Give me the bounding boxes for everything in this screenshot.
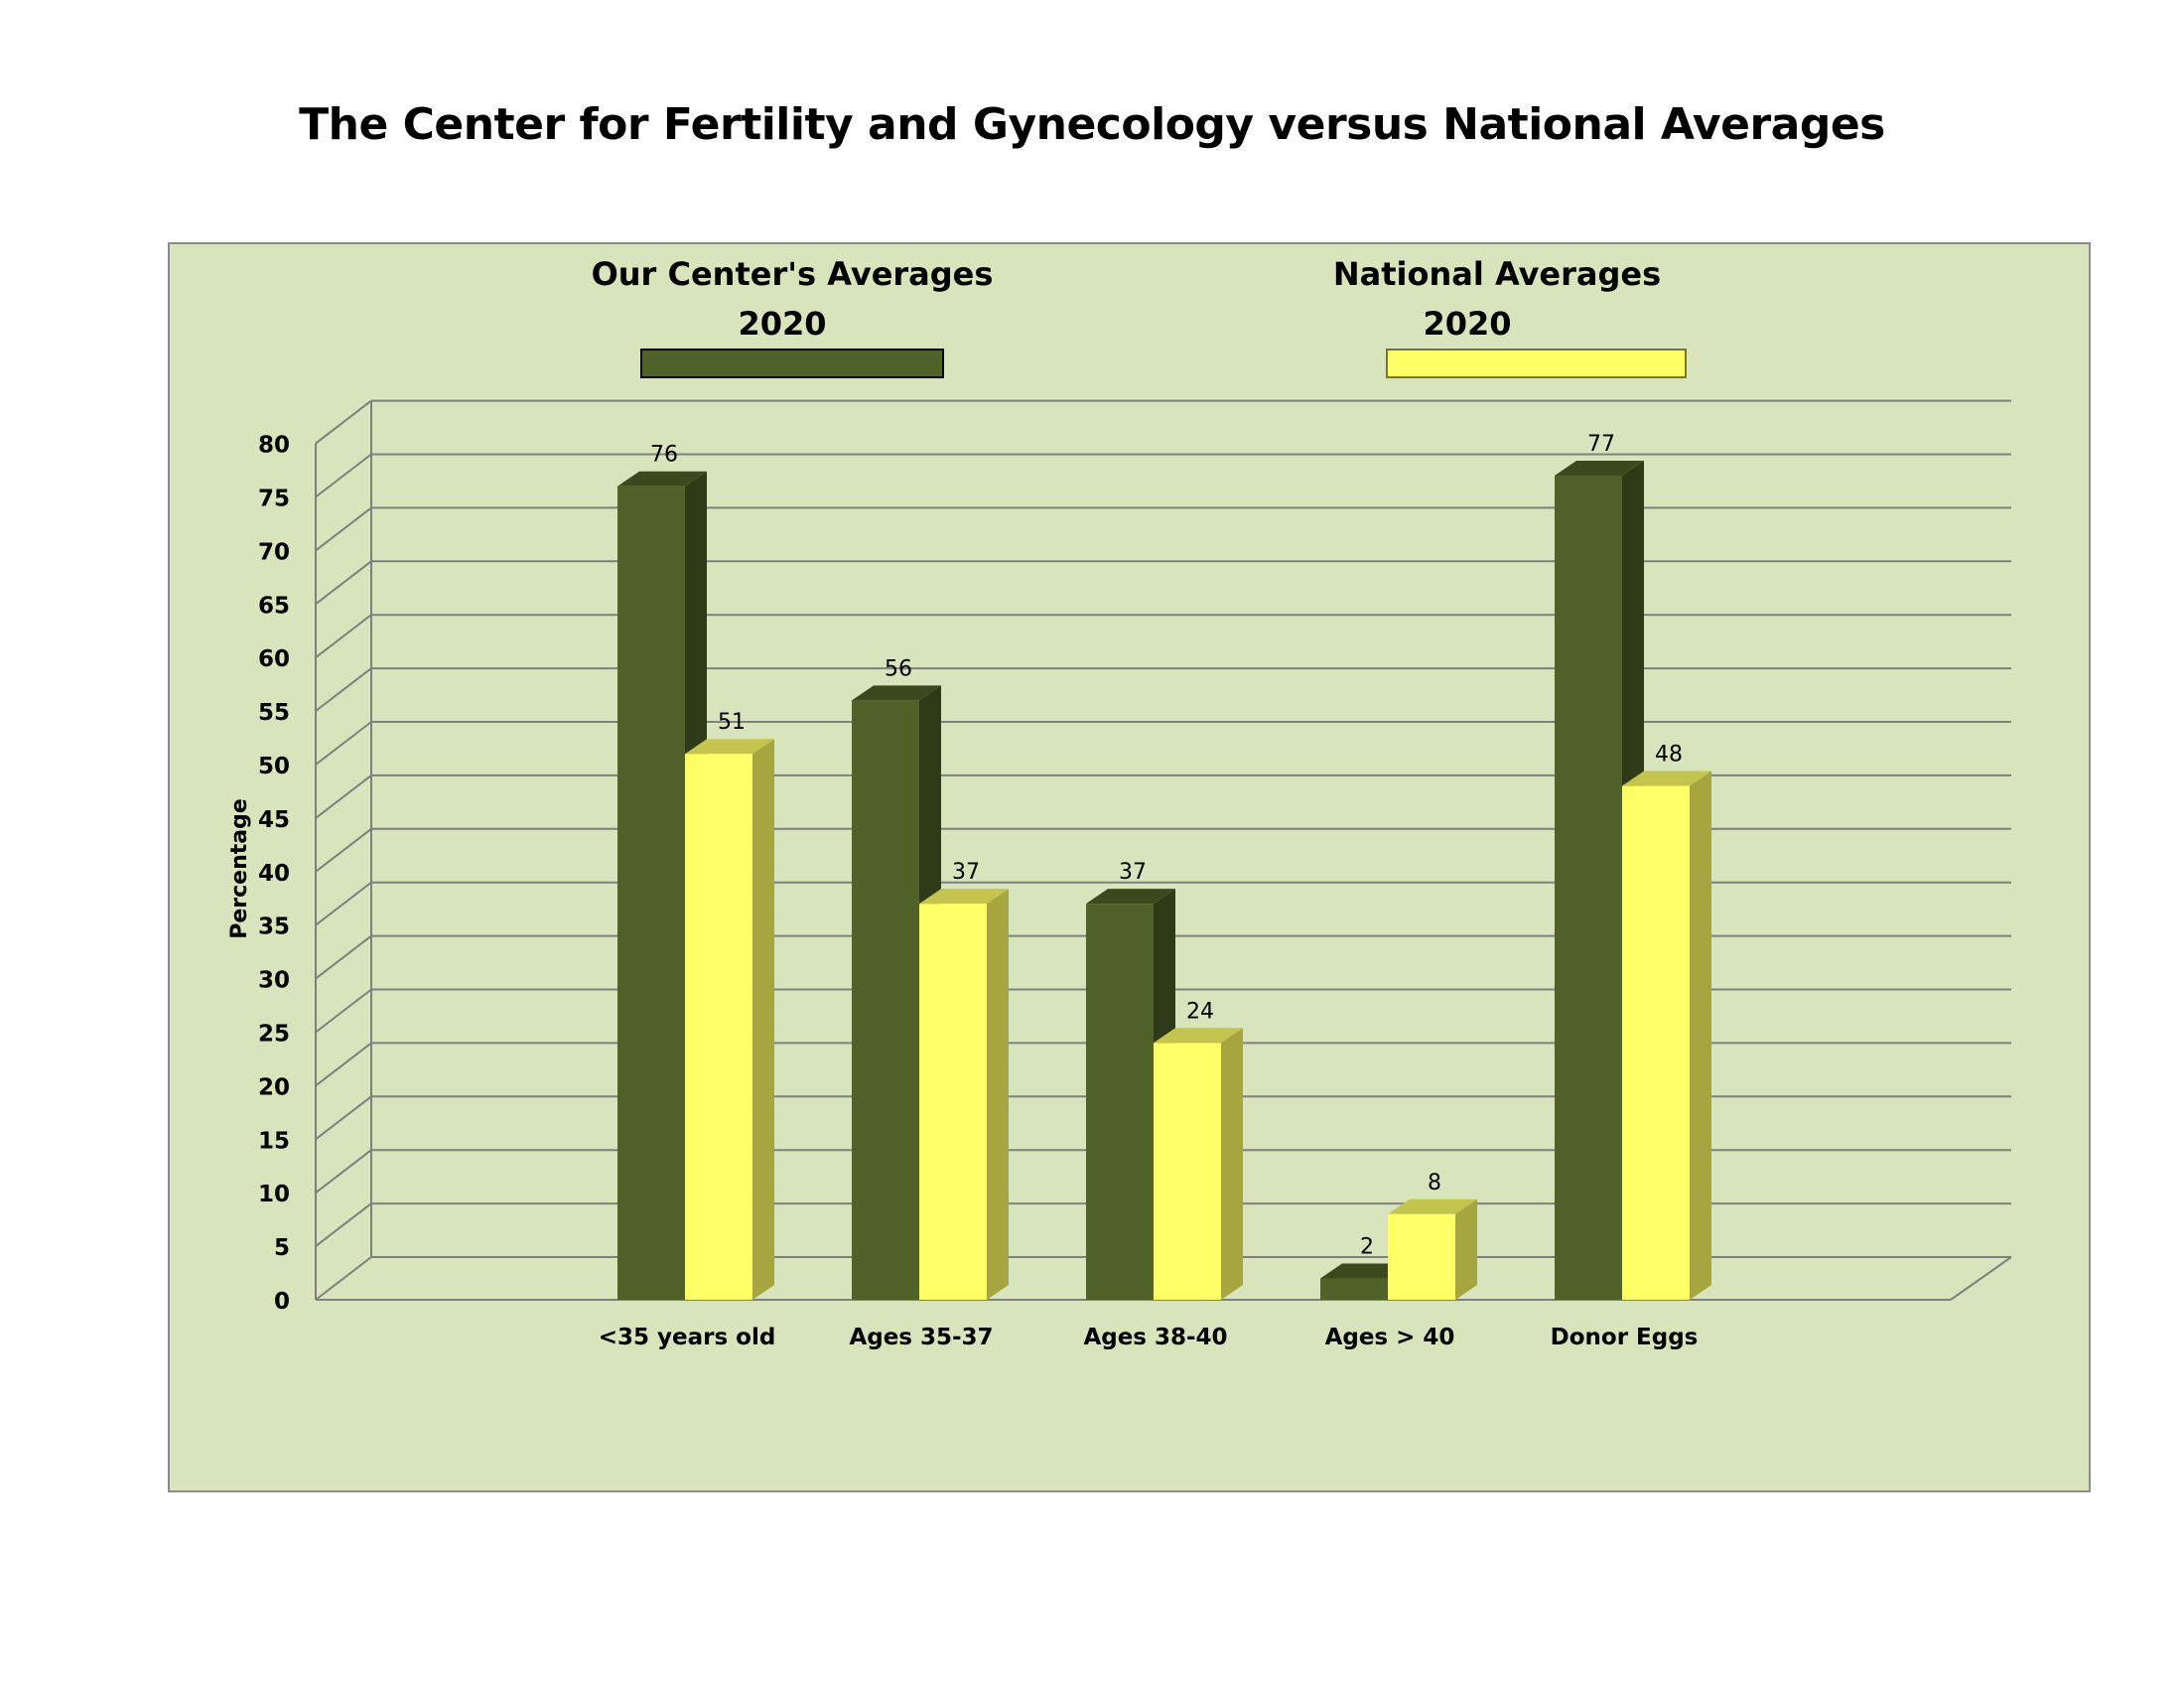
bar-top — [617, 471, 707, 487]
bar — [852, 700, 919, 1300]
data-label: 48 — [1655, 743, 1683, 768]
legend-series-0-swatch — [640, 349, 944, 378]
x-category-label: <35 years old — [599, 1325, 776, 1350]
bar-top — [1154, 1028, 1243, 1044]
legend-series-1-name: National Averages — [1333, 255, 1661, 293]
side-wall-line — [315, 1256, 372, 1301]
bar-side — [1690, 771, 1711, 1300]
y-tick-label: 5 — [274, 1235, 290, 1261]
data-label: 37 — [952, 860, 980, 885]
side-wall-line — [315, 1042, 372, 1087]
bar-top — [685, 739, 774, 755]
data-label: 2 — [1360, 1234, 1374, 1259]
legend-series-0-name: Our Center's Averages — [592, 255, 994, 293]
floor-right-edge — [1950, 1256, 2012, 1301]
side-wall-line — [315, 828, 372, 873]
side-wall-line — [315, 1202, 372, 1247]
data-label: 76 — [650, 443, 678, 468]
bar — [1388, 1213, 1455, 1300]
y-tick-label: 50 — [258, 754, 290, 779]
legend-series-1-year: 2020 — [1423, 305, 1511, 343]
side-wall-line — [315, 1149, 372, 1194]
side-wall-line — [315, 881, 372, 926]
bar — [1086, 904, 1154, 1300]
bar-top — [1622, 771, 1711, 786]
side-wall-line — [315, 934, 372, 980]
y-tick-label: 40 — [258, 861, 290, 887]
bar — [685, 754, 752, 1300]
y-tick-label: 70 — [258, 539, 290, 565]
x-category-label: Ages 35-37 — [849, 1325, 993, 1350]
bar-side — [1221, 1028, 1243, 1300]
legend-series-1-swatch — [1386, 349, 1687, 378]
x-category-label: Ages 38-40 — [1083, 1325, 1227, 1350]
side-wall-line — [315, 1095, 372, 1141]
data-label: 37 — [1119, 860, 1147, 885]
y-tick-label: 45 — [258, 807, 290, 833]
y-axis-title: Percentage — [227, 798, 252, 939]
side-wall-line — [315, 399, 372, 445]
side-wall-line — [315, 453, 372, 498]
bar-top — [1320, 1263, 1410, 1279]
y-tick-label: 20 — [258, 1074, 290, 1100]
bar-side — [1455, 1198, 1477, 1300]
y-tick-label: 80 — [258, 433, 290, 459]
data-label: 77 — [1587, 432, 1615, 457]
bar — [1555, 475, 1622, 1300]
legend: Our Center's Averages 2020 National Aver… — [592, 255, 1687, 378]
x-category-label: Ages > 40 — [1325, 1325, 1455, 1350]
bar — [919, 904, 987, 1300]
bar — [1622, 785, 1690, 1300]
data-label: 51 — [718, 710, 746, 735]
side-wall-line — [315, 667, 372, 712]
legend-series-0-year: 2020 — [738, 305, 826, 343]
data-label: 8 — [1428, 1171, 1441, 1196]
chart-title: The Center for Fertility and Gynecology … — [299, 99, 1885, 150]
bar — [1320, 1278, 1388, 1300]
bar-side — [987, 889, 1009, 1300]
y-tick-label: 55 — [258, 700, 290, 726]
side-wall-line — [315, 721, 372, 766]
side-wall-line — [315, 988, 372, 1034]
labels: 76 51 <35 years old 56 37 Ages 35-37 37 24 Ages … — [599, 432, 1699, 1350]
bar-side — [752, 739, 774, 1300]
bar-top — [919, 889, 1009, 905]
y-tick-label: 30 — [258, 968, 290, 994]
bar-top — [1555, 460, 1644, 476]
data-label: 24 — [1186, 999, 1214, 1024]
bar-top — [1086, 889, 1175, 905]
y-tick-label: 35 — [258, 914, 290, 940]
x-category-label: Donor Eggs — [1551, 1325, 1699, 1350]
bar — [617, 486, 685, 1301]
y-tick-label: 15 — [258, 1128, 290, 1154]
bar-top — [1388, 1198, 1477, 1214]
y-tick-label: 10 — [258, 1182, 290, 1207]
y-tick-label: 65 — [258, 593, 290, 619]
side-wall-line — [315, 506, 372, 552]
y-tick-label: 25 — [258, 1022, 290, 1048]
data-label: 56 — [885, 656, 912, 681]
bars — [617, 460, 1711, 1301]
y-tick-label: 0 — [274, 1289, 290, 1315]
bar — [1154, 1043, 1221, 1300]
side-wall-line — [315, 560, 372, 606]
y-tick-label: 60 — [258, 646, 290, 672]
y-tick-label: 75 — [258, 487, 290, 512]
side-wall-line — [315, 774, 372, 819]
side-wall-line — [315, 614, 372, 658]
bar-top — [852, 685, 941, 701]
